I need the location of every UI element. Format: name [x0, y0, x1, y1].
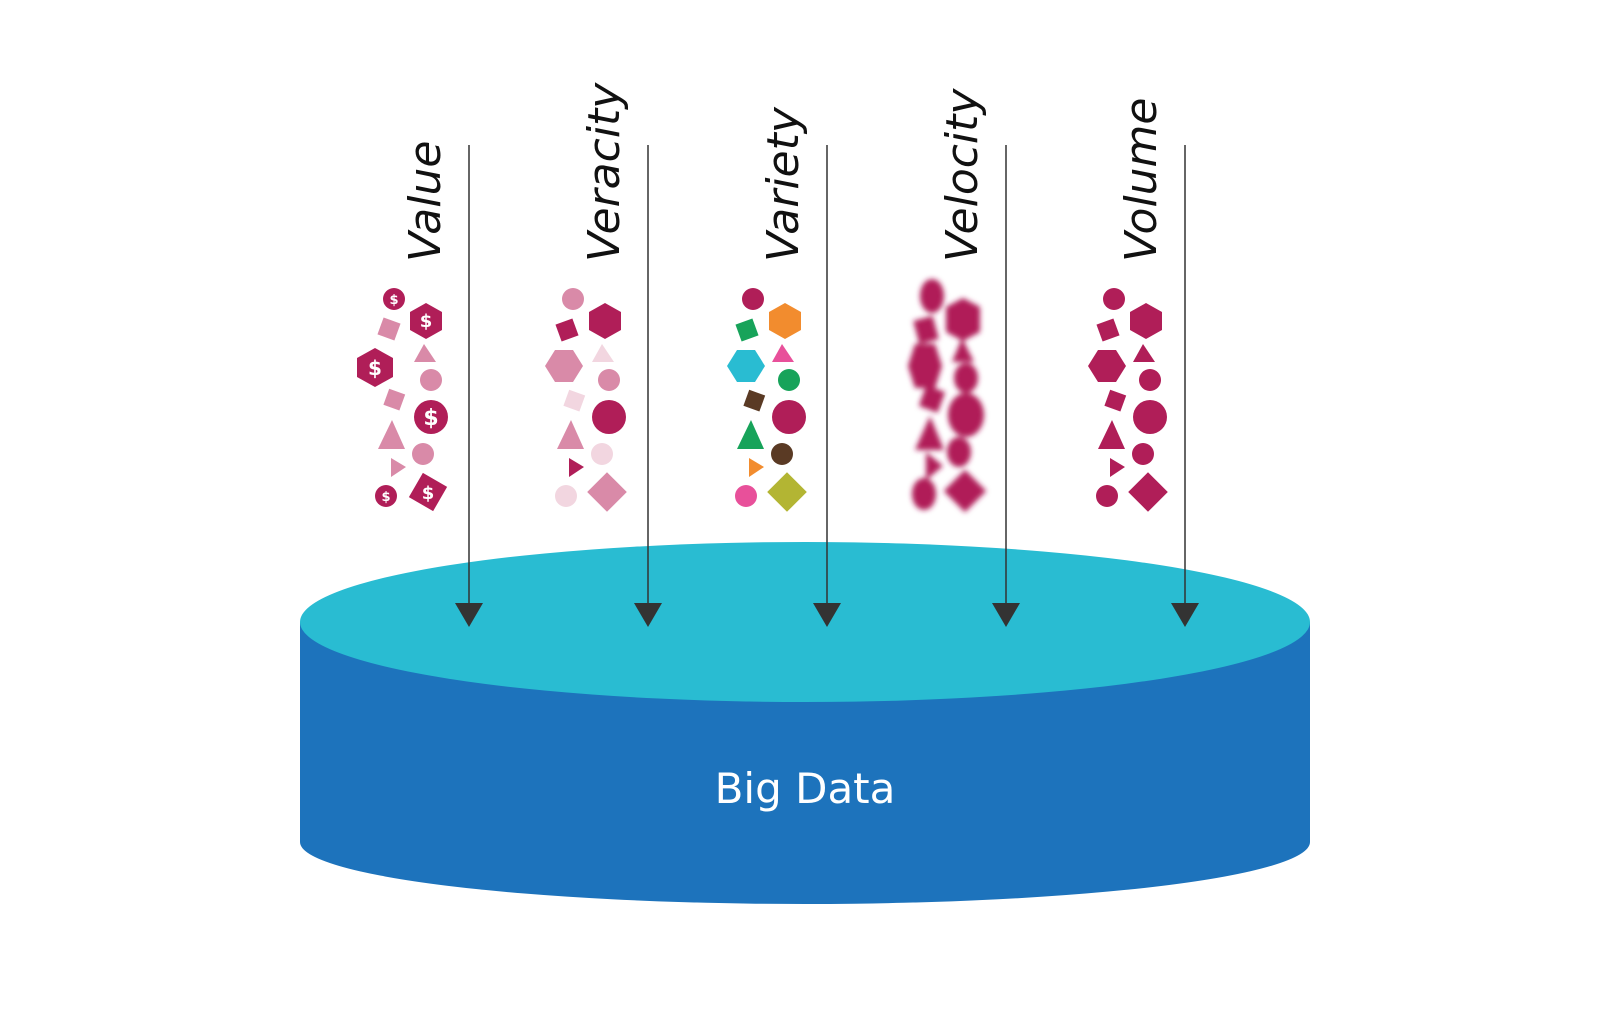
arrow-head-veracity — [634, 603, 662, 627]
big-data-cylinder: Big Data — [300, 542, 1310, 904]
label-value: Value — [400, 141, 451, 262]
column-variety: Variety — [727, 106, 841, 627]
svg-text:$: $ — [420, 311, 433, 332]
column-volume: Volume — [1088, 98, 1199, 627]
label-volume: Volume — [1116, 98, 1167, 262]
svg-text:$: $ — [381, 490, 390, 505]
svg-text:$: $ — [389, 293, 398, 308]
value-shapes: $ $ $ $ $ $ — [357, 288, 448, 512]
cylinder-side — [300, 622, 1310, 904]
label-veracity: Veracity — [579, 82, 630, 262]
velocity-shapes — [908, 279, 987, 513]
arrow-head-velocity — [992, 603, 1020, 627]
variety-shapes — [727, 288, 807, 512]
veracity-shapes — [545, 288, 627, 512]
cylinder-top — [300, 542, 1310, 702]
svg-text:$: $ — [423, 406, 438, 431]
volume-shapes — [1088, 288, 1168, 512]
label-variety: Variety — [758, 106, 809, 262]
column-value: Value $ $ $ $ $ $ — [357, 141, 483, 627]
arrow-head-variety — [813, 603, 841, 627]
arrow-head-value — [455, 603, 483, 627]
arrow-head-volume — [1171, 603, 1199, 627]
label-velocity: Velocity — [937, 88, 988, 262]
column-veracity: Veracity — [545, 82, 662, 627]
svg-text:$: $ — [368, 356, 382, 380]
big-data-label: Big Data — [715, 764, 896, 813]
svg-text:$: $ — [422, 483, 435, 504]
